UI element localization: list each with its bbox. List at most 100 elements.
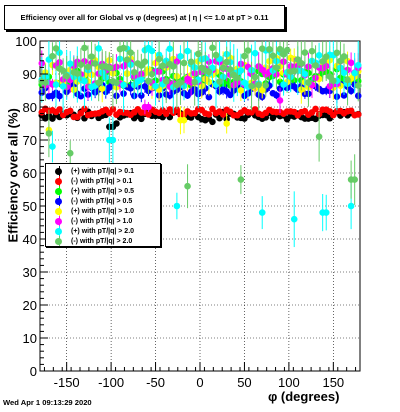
data-point (88, 53, 95, 60)
data-point (241, 52, 248, 60)
data-point (113, 120, 120, 127)
data-point (106, 64, 113, 72)
data-point (63, 72, 70, 80)
timestamp-footer: Wed Apr 1 09:13:29 2020 (3, 398, 92, 407)
data-point (273, 91, 280, 99)
y-tick-label: 40 (23, 232, 37, 247)
data-point (255, 81, 262, 89)
data-point (347, 59, 355, 67)
x-tick-label: -50 (146, 375, 165, 390)
legend-label: (-) with pT/|q| > 1.0 (71, 217, 133, 225)
data-point (166, 45, 174, 53)
data-point (98, 85, 106, 92)
data-point (81, 105, 88, 113)
data-point (162, 77, 170, 85)
data-point (315, 133, 323, 140)
x-tick-label: 100 (278, 375, 300, 390)
data-point (234, 74, 241, 82)
data-point (258, 66, 266, 73)
legend-entry: (-) with pT/|q| > 1.0 (49, 216, 160, 226)
legend-entry: (+) with pT/|q| > 1.0 (49, 206, 160, 216)
data-point (145, 103, 152, 111)
legend-entry: (+) with pT/|q| > 0.5 (49, 186, 160, 196)
legend-label: (+) with pT/|q| > 0.1 (71, 167, 135, 175)
legend-entry: (+) with pT/|q| > 2.0 (49, 226, 160, 236)
data-point (170, 63, 177, 70)
data-point (205, 111, 213, 118)
data-point (322, 53, 330, 61)
legend-label: (+) with pT/|q| > 2.0 (71, 227, 135, 235)
data-point (145, 77, 152, 85)
y-tick-label: 50 (23, 199, 37, 214)
legend-marker (49, 166, 71, 176)
data-point (120, 44, 127, 52)
data-point (223, 58, 230, 66)
legend-entry: (+) with pT/|q| > 0.1 (49, 166, 160, 176)
data-point (81, 77, 88, 85)
data-point (290, 67, 298, 75)
legend-entry: (-) with pT/|q| > 0.1 (49, 176, 160, 186)
data-point (152, 82, 159, 90)
y-tick-label: 100 (15, 34, 37, 49)
data-point (301, 49, 309, 56)
data-point (184, 182, 191, 190)
legend-entry: (-) with pT/|q| > 2.0 (49, 236, 160, 246)
data-point (347, 107, 355, 115)
x-tick-label: -150 (54, 375, 80, 390)
data-point (237, 87, 245, 94)
data-point (258, 209, 266, 216)
y-axis-label: Efficiency over all (%) (5, 108, 21, 243)
legend-label: (+) with pT/|q| > 1.0 (71, 207, 135, 215)
data-point (273, 64, 280, 71)
data-point (280, 81, 287, 88)
data-point (251, 73, 259, 81)
data-point (177, 53, 184, 60)
data-point (301, 70, 309, 78)
data-point (138, 92, 145, 99)
data-point (305, 79, 312, 86)
x-tick-label: 0 (196, 375, 203, 390)
chart-title: Efficiency over all for Global vs φ (deg… (4, 5, 285, 30)
legend-marker (49, 186, 71, 196)
data-point (141, 58, 149, 65)
data-point (49, 52, 56, 60)
data-point (276, 97, 284, 104)
data-point (354, 111, 362, 118)
data-point (244, 47, 252, 54)
data-point (333, 49, 341, 57)
data-point (52, 81, 60, 88)
y-tick-label: 70 (23, 133, 37, 148)
data-point (127, 49, 134, 57)
legend-label: (-) with pT/|q| > 0.5 (71, 197, 133, 205)
data-point (155, 55, 163, 63)
data-point (340, 92, 348, 99)
x-tick-label: -100 (98, 375, 124, 390)
data-point (187, 58, 195, 66)
data-point (77, 61, 85, 68)
data-point (205, 68, 213, 76)
data-point (298, 60, 305, 67)
y-tick-label: 60 (23, 166, 37, 181)
data-point (308, 47, 316, 55)
legend-marker (49, 236, 71, 246)
data-point (347, 202, 355, 210)
data-point (219, 64, 227, 72)
data-point (130, 68, 138, 76)
data-point (59, 82, 67, 90)
data-point (91, 60, 99, 67)
data-point (109, 136, 117, 144)
data-point (56, 92, 63, 100)
legend-marker (49, 226, 71, 236)
data-point (262, 82, 270, 89)
data-point (184, 47, 191, 55)
y-tick-label: 30 (23, 265, 37, 280)
data-point (74, 70, 81, 77)
y-tick-label: 0 (30, 364, 37, 379)
data-point (216, 78, 223, 85)
data-point (354, 82, 362, 89)
x-tick-label: 150 (322, 375, 344, 390)
data-point (145, 111, 152, 118)
x-axis-label: φ (degrees) (268, 389, 340, 404)
data-point (283, 46, 291, 54)
legend-marker (49, 196, 71, 206)
